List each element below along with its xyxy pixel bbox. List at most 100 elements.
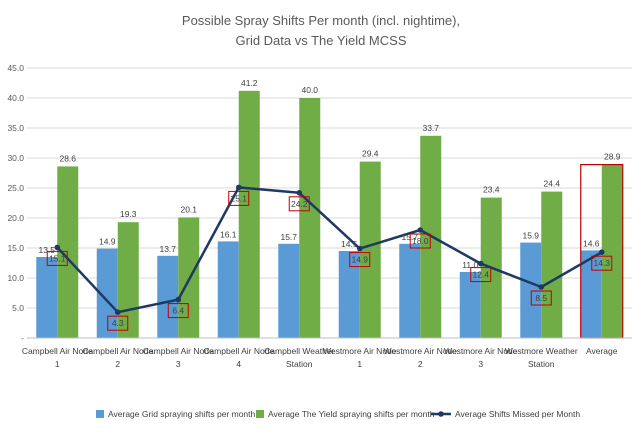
missed-shifts-point	[417, 227, 424, 233]
x-tick-label: 3	[176, 359, 181, 369]
x-tick-label: Station	[528, 359, 555, 369]
x-tick-label: Campbell Air Node	[143, 346, 214, 356]
missed-label-box	[167, 303, 189, 319]
missed-shifts-point	[356, 245, 363, 252]
missed-shifts-point	[114, 309, 121, 316]
x-tick-label: 3	[478, 359, 483, 369]
x-tick-label: Average	[586, 346, 618, 356]
missed-label-box	[288, 196, 310, 212]
missed-shifts-label: 12.4	[472, 270, 489, 280]
grid-bar-label: 13.5	[38, 245, 55, 255]
yield-bar-label: 23.4	[483, 185, 500, 195]
grid-bar	[520, 242, 542, 338]
grid-bar-label: 16.1	[220, 229, 237, 239]
y-tick-label: 10.0	[7, 273, 24, 283]
chart-title-line-1: Possible Spray Shifts Per month (incl. n…	[182, 13, 460, 28]
x-tick-label: 2	[115, 359, 120, 369]
missed-shifts-label: 4.3	[112, 318, 124, 328]
y-tick-label: 5.0	[12, 303, 24, 313]
y-tick-label: 30.0	[7, 153, 24, 163]
missed-shifts-point	[235, 184, 242, 191]
yield-bar-label: 19.3	[120, 209, 137, 219]
chart-title-line-2: Grid Data vs The Yield MCSS	[236, 33, 407, 48]
grid-bar-label: 11.0	[462, 260, 478, 270]
chart-title: Possible Spray Shifts Per month (incl. n…	[182, 13, 460, 48]
y-tick-label: 20.0	[7, 213, 24, 223]
yield-bar	[238, 90, 260, 338]
legend-swatch	[256, 410, 264, 418]
y-tick-label: -	[21, 333, 24, 343]
yield-bar-label: 28.9	[604, 152, 621, 162]
missed-shifts-label: 14.3	[593, 258, 610, 268]
yield-bar-label: 20.1	[180, 204, 197, 214]
missed-shifts-label: 15.1	[49, 253, 66, 263]
x-tick-label: Campbell Air Node	[22, 346, 93, 356]
missed-label-box	[470, 267, 492, 283]
missed-shifts-label: 6.4	[172, 306, 184, 316]
yield-bar-label: 29.4	[362, 149, 379, 159]
missed-label-box	[46, 250, 68, 266]
grid-bar	[459, 272, 481, 338]
x-tick-label: 2	[418, 359, 423, 369]
missed-label-box	[530, 290, 552, 306]
y-tick-label: 25.0	[7, 183, 24, 193]
grid-bar-label: 14.5	[341, 239, 358, 249]
grid-bar	[338, 251, 360, 338]
grid-bar	[36, 257, 58, 338]
missed-shifts-label: 8.5	[535, 293, 547, 303]
grid-bar	[399, 243, 421, 338]
yield-bar-label: 33.7	[422, 123, 439, 133]
yield-bar	[359, 161, 381, 338]
data-labels: 13.5 28.6 14.9 19.3 13.7 20.1 16.1 41.2 15.7 40.0…	[38, 78, 621, 331]
missed-shifts-line	[54, 184, 605, 316]
y-tick-label: 45.0	[7, 63, 24, 73]
y-tick-label: 35.0	[7, 123, 24, 133]
x-tick-label: Westmore Weather	[505, 346, 578, 356]
grid-bar-label: 13.7	[159, 244, 176, 254]
y-tick-label: 40.0	[7, 93, 24, 103]
missed-shifts-polyline	[56, 186, 603, 314]
x-axis: Campbell Air Node 1 Campbell Air Node 2 Camp…	[22, 337, 632, 369]
grid-bar	[278, 243, 300, 338]
yield-bar-label: 41.2	[241, 78, 258, 88]
missed-label-box	[591, 255, 613, 271]
legend-label: Average Shifts Missed per Month	[455, 409, 580, 419]
legend-line-marker	[438, 411, 444, 417]
x-tick-label: Campbell Air Node	[82, 346, 153, 356]
missed-shifts-point	[175, 296, 182, 303]
missed-label-box	[107, 315, 129, 331]
grid-bar-label: 15.9	[522, 231, 539, 241]
grid-bar-label: 14.9	[99, 237, 116, 247]
yield-bar-label: 24.4	[543, 179, 560, 189]
missed-shifts-point	[477, 260, 484, 267]
yield-bar-label: 28.6	[59, 153, 76, 163]
legend-label: Average Grid spraying shifts per month	[108, 409, 256, 419]
x-tick-label: 1	[357, 359, 362, 369]
x-tick-label: Campbell Weather	[264, 346, 334, 356]
missed-label-box	[349, 252, 371, 268]
grid-bar	[157, 255, 179, 338]
missed-shifts-point	[598, 249, 605, 255]
missed-label-box	[228, 190, 250, 206]
yield-bar	[601, 164, 623, 338]
yield-bar-label: 40.0	[301, 85, 318, 95]
yield-bar	[541, 191, 563, 338]
legend: Average Grid spraying shifts per month Av…	[96, 409, 580, 419]
grid-bar	[96, 248, 118, 338]
bars	[36, 90, 624, 339]
x-tick-label: Westmore Air Node	[383, 346, 457, 356]
missed-shifts-point	[296, 190, 303, 196]
missed-shifts-point	[54, 244, 61, 251]
grid-bar-label: 14.6	[583, 238, 600, 248]
y-tick-label: 15.0	[7, 243, 24, 253]
legend-label: Average The Yield spraying shifts per mo…	[268, 409, 435, 419]
y-axis: - 5.0 10.0 15.0 20.0 25.0 30.0 35.0 40.0 45.0	[7, 63, 24, 343]
grid-bar-label: 15.7	[280, 232, 297, 242]
missed-label-box	[409, 233, 431, 249]
x-tick-label: Campbell Air Node	[203, 346, 274, 356]
x-tick-label: Westmore Air Node	[323, 346, 397, 356]
missed-shifts-label: 25.1	[230, 193, 247, 203]
legend-swatch	[96, 410, 104, 418]
yield-bar	[299, 98, 321, 338]
